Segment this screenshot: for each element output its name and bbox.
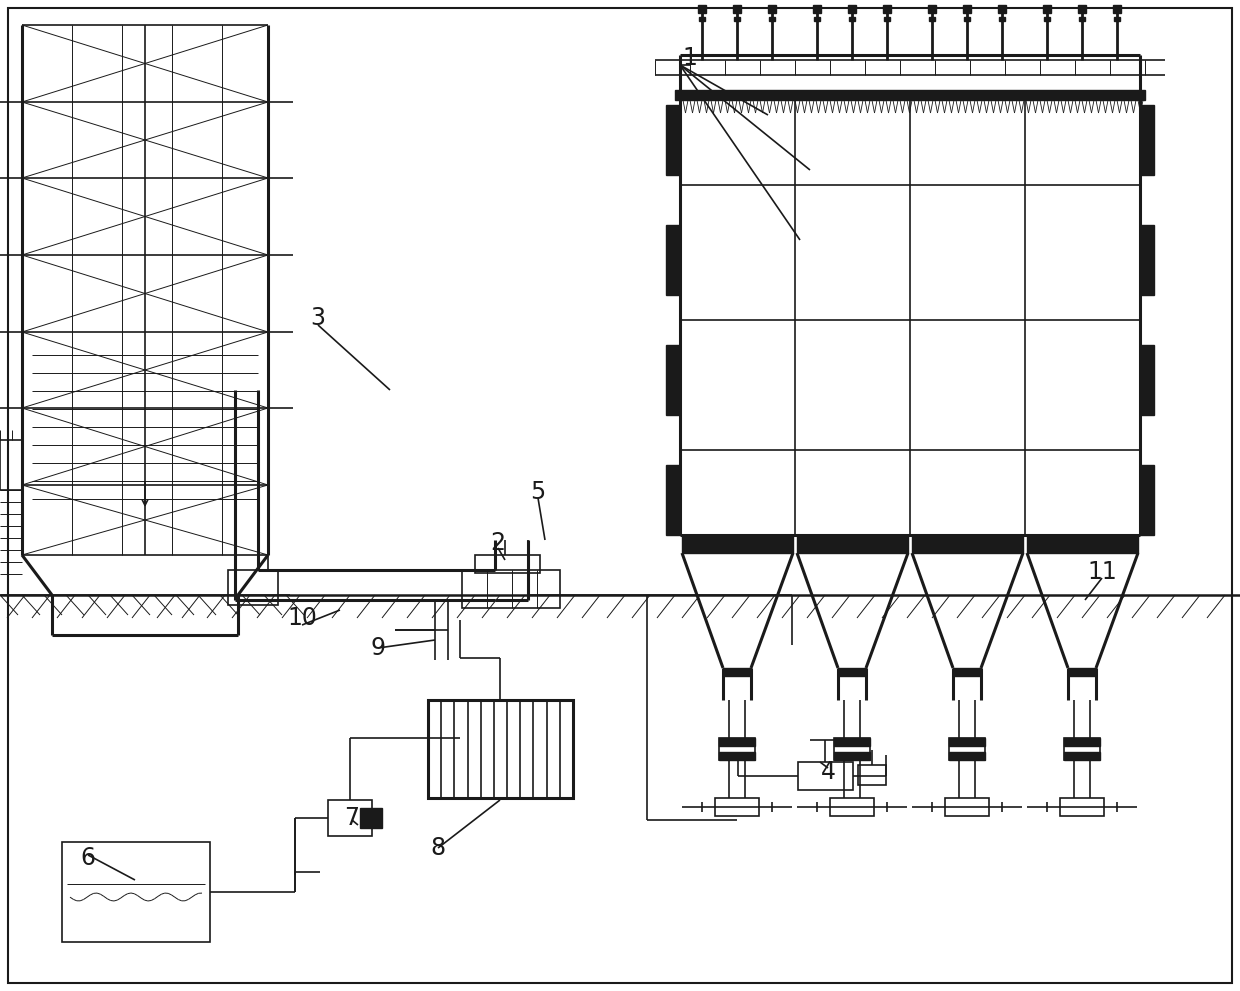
Bar bbox=[734, 17, 740, 21]
Bar bbox=[928, 5, 936, 13]
Bar bbox=[1044, 17, 1050, 21]
Bar bbox=[719, 752, 755, 760]
Text: 10: 10 bbox=[288, 606, 317, 630]
Bar bbox=[838, 668, 866, 676]
Bar bbox=[963, 5, 971, 13]
Bar bbox=[883, 5, 892, 13]
Bar bbox=[768, 5, 776, 13]
Bar bbox=[666, 105, 680, 175]
Bar bbox=[949, 738, 985, 746]
Bar bbox=[769, 17, 775, 21]
Bar bbox=[799, 762, 853, 790]
Bar bbox=[911, 535, 1023, 553]
Bar bbox=[797, 535, 908, 553]
Bar bbox=[475, 555, 539, 573]
Bar bbox=[1064, 738, 1100, 746]
Bar bbox=[998, 5, 1006, 13]
Text: 1: 1 bbox=[682, 46, 697, 70]
Bar bbox=[1027, 535, 1138, 553]
Text: 3: 3 bbox=[310, 306, 325, 330]
Bar bbox=[1140, 345, 1154, 415]
Bar bbox=[719, 738, 755, 760]
Bar bbox=[666, 465, 680, 535]
Bar bbox=[1140, 105, 1154, 175]
Text: 9: 9 bbox=[371, 636, 386, 660]
Bar bbox=[666, 345, 680, 415]
Bar bbox=[675, 90, 1145, 100]
Bar bbox=[963, 17, 970, 21]
Bar bbox=[1078, 5, 1086, 13]
Bar bbox=[813, 5, 821, 13]
Bar bbox=[666, 225, 680, 295]
Bar bbox=[228, 570, 278, 605]
Bar bbox=[849, 17, 856, 21]
Bar bbox=[949, 752, 985, 760]
Bar bbox=[858, 765, 887, 785]
Bar bbox=[1140, 465, 1154, 535]
Text: 5: 5 bbox=[531, 480, 546, 504]
Bar bbox=[1079, 17, 1085, 21]
Text: 4: 4 bbox=[821, 760, 836, 784]
Bar bbox=[1114, 5, 1121, 13]
Bar bbox=[682, 535, 794, 553]
Bar bbox=[733, 5, 742, 13]
Bar bbox=[698, 5, 706, 13]
Text: 8: 8 bbox=[430, 836, 445, 860]
Bar bbox=[929, 17, 935, 21]
Text: 11: 11 bbox=[1087, 560, 1117, 584]
Bar bbox=[1064, 752, 1100, 760]
Bar bbox=[1060, 798, 1104, 816]
Bar bbox=[830, 798, 874, 816]
Bar bbox=[62, 842, 210, 942]
Bar bbox=[949, 738, 985, 760]
Bar bbox=[428, 700, 573, 798]
Text: 2: 2 bbox=[491, 531, 506, 555]
Bar bbox=[835, 752, 870, 760]
Bar bbox=[463, 570, 560, 608]
Bar bbox=[1140, 225, 1154, 295]
Bar bbox=[835, 738, 870, 760]
Bar bbox=[360, 808, 382, 828]
Bar bbox=[1114, 17, 1120, 21]
Bar bbox=[723, 668, 751, 676]
Bar bbox=[813, 17, 820, 21]
Text: 7: 7 bbox=[345, 806, 360, 830]
Bar bbox=[835, 738, 870, 746]
Bar bbox=[719, 738, 755, 746]
Bar bbox=[715, 798, 759, 816]
Bar bbox=[848, 5, 856, 13]
Bar bbox=[999, 17, 1004, 21]
Bar bbox=[329, 800, 372, 836]
Bar bbox=[1064, 738, 1100, 760]
Bar bbox=[1068, 668, 1096, 676]
Bar bbox=[1043, 5, 1052, 13]
Text: 6: 6 bbox=[81, 846, 95, 870]
Bar bbox=[945, 798, 990, 816]
Bar bbox=[884, 17, 890, 21]
Bar bbox=[954, 668, 981, 676]
Bar bbox=[699, 17, 706, 21]
